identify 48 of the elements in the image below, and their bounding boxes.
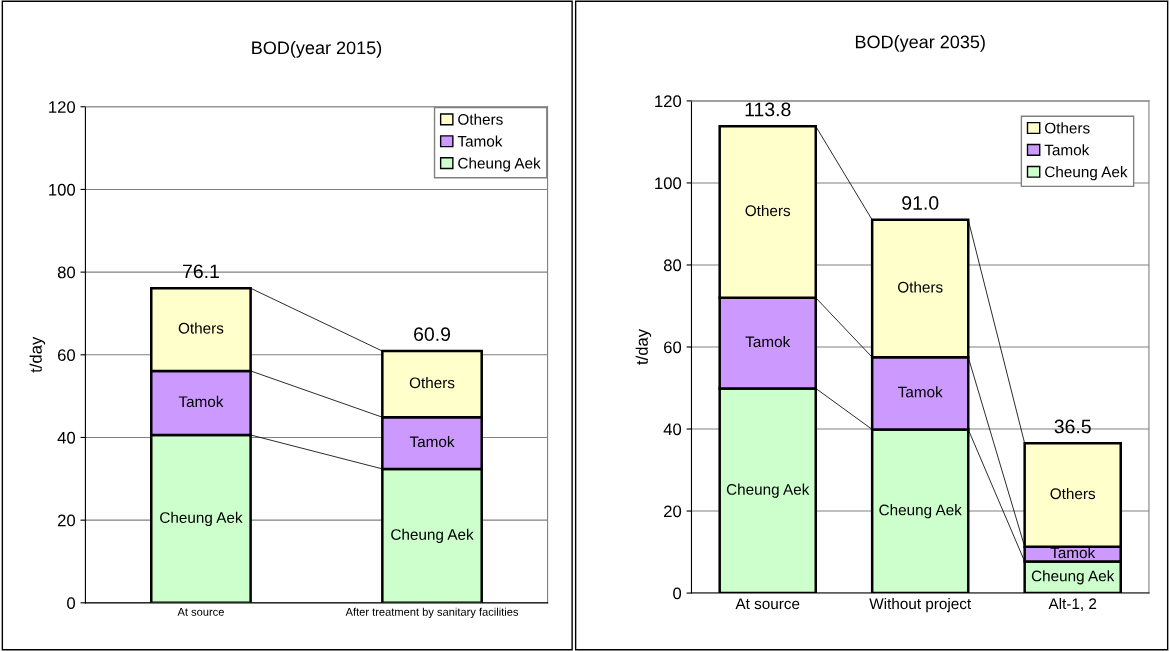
y-tick-label: 120 — [49, 101, 76, 113]
y-axis-title: t/day — [29, 336, 46, 373]
legend-label: Tamok — [1044, 144, 1090, 156]
y-tick-label: 40 — [663, 423, 682, 436]
y-tick-label: 100 — [655, 177, 682, 190]
chart-title: BOD(year 2035) — [855, 35, 985, 52]
x-tick-label: Alt-1, 2 — [1048, 597, 1097, 611]
text: Cheung Aek — [391, 528, 474, 543]
text: Tamok — [178, 395, 224, 408]
text: Others — [178, 322, 224, 334]
legend-label: Cheung Aek — [1045, 166, 1128, 181]
legend-label: Others — [1045, 122, 1090, 134]
x-tick-label: Without project — [869, 597, 972, 613]
text: Others — [745, 204, 791, 217]
text: Tamok — [409, 435, 455, 448]
total-label: 91.0 — [902, 196, 939, 210]
y-tick-label: 60 — [58, 349, 76, 361]
total-label: 60.9 — [414, 327, 451, 342]
y-axis-title: t/day — [635, 328, 652, 365]
x-tick-label: At source — [177, 608, 224, 616]
y-tick-label: 0 — [67, 597, 76, 610]
y-tick-label: 0 — [673, 587, 682, 600]
y-tick-label: 40 — [57, 431, 76, 444]
y-tick-label: 20 — [664, 505, 682, 518]
total-label: 36.5 — [1054, 419, 1091, 434]
text: Others — [898, 281, 943, 293]
text: Others — [1050, 487, 1096, 500]
text: Tamok — [898, 386, 943, 398]
y-tick-label: 20 — [57, 514, 76, 527]
y-tick-label: 100 — [49, 183, 76, 196]
legend-label: Cheung Aek — [458, 157, 541, 172]
text: Tamok — [745, 335, 791, 348]
y-tick-label: 80 — [57, 266, 76, 279]
y-tick-label: 120 — [655, 95, 682, 108]
x-tick-label: At source — [735, 598, 800, 610]
y-tick-label: 60 — [664, 341, 682, 354]
text: Cheung Aek — [160, 511, 243, 527]
text: Others — [409, 377, 455, 389]
legend-label: Others — [458, 113, 503, 125]
text: Cheung Aek — [726, 483, 810, 498]
y-tick-label: 80 — [663, 259, 682, 272]
text: Cheung Aek — [879, 504, 962, 519]
legend-label: Tamok — [457, 135, 503, 147]
text: Cheung Aek — [1031, 570, 1115, 585]
chart-title: BOD(year 2015) — [252, 40, 382, 58]
total-label: 76.1 — [183, 264, 219, 279]
x-tick-label: After treatment by sanitary facilities — [345, 607, 519, 619]
total-label: 113.8 — [745, 102, 791, 117]
